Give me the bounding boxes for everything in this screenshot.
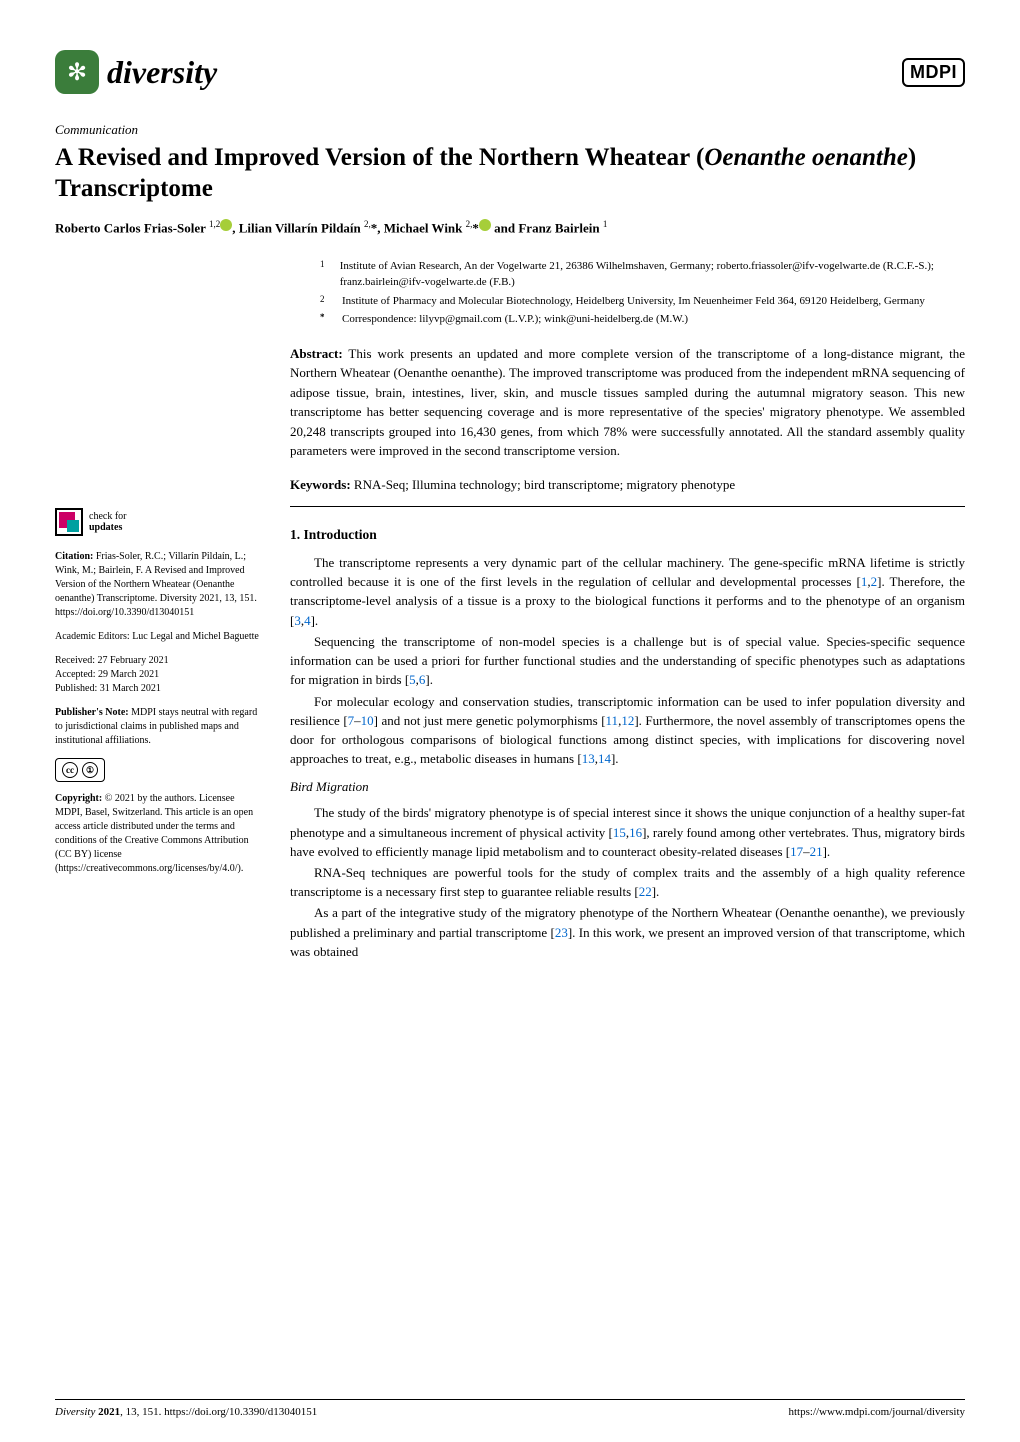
affil-text: Institute of Avian Research, An der Voge…	[340, 258, 965, 291]
ref-link[interactable]: 14	[598, 751, 611, 766]
pubnote-label: Publisher's Note:	[55, 707, 129, 718]
orcid-icon	[220, 219, 232, 231]
footer-left: Diversity 2021, 13, 151. https://doi.org…	[55, 1406, 317, 1418]
author-3-star: *	[472, 220, 479, 235]
affiliations: 1 Institute of Avian Research, An der Vo…	[320, 258, 965, 328]
body-paragraph: As a part of the integrative study of th…	[290, 903, 965, 961]
keywords: Keywords: RNA-Seq; Illumina technology; …	[290, 475, 965, 495]
footer-url[interactable]: https://www.mdpi.com/journal/diversity	[789, 1406, 966, 1418]
body-paragraph: The transcriptome represents a very dyna…	[290, 553, 965, 630]
check-updates-icon	[55, 508, 83, 536]
author-4-affil: 1	[603, 219, 608, 229]
footer-journal: Diversity	[55, 1406, 98, 1418]
affil-num: 1	[320, 258, 330, 291]
author-2: , Lilian Villarín Pildaín	[232, 220, 364, 235]
article-title: A Revised and Improved Version of the No…	[55, 142, 965, 205]
dates-block: Received: 27 February 2021 Accepted: 29 …	[55, 654, 260, 696]
affil-num: 2	[320, 293, 332, 310]
footer-year: 2021	[98, 1406, 120, 1418]
check-updates-badge[interactable]: check for updates	[55, 508, 260, 536]
title-species: Oenanthe oenanthe	[704, 144, 908, 171]
ref-link[interactable]: 22	[639, 884, 652, 899]
journal-name: diversity	[107, 54, 217, 91]
affil-text: Institute of Pharmacy and Molecular Biot…	[342, 293, 925, 310]
author-1: Roberto Carlos Frias-Soler	[55, 220, 209, 235]
copyright-block: Copyright: © 2021 by the authors. Licens…	[55, 792, 260, 876]
check-updates-line1: check for	[89, 511, 126, 522]
ref-link[interactable]: 11	[606, 713, 619, 728]
article-type: Communication	[55, 122, 965, 138]
check-updates-line2: updates	[89, 522, 122, 533]
journal-logo: ✻ diversity	[55, 50, 217, 94]
published-date: Published: 31 March 2021	[55, 683, 161, 694]
affil-text: Correspondence: lilyvp@gmail.com (L.V.P.…	[342, 311, 688, 328]
affil-num: *	[320, 311, 332, 328]
sidebar: check for updates Citation: Frias-Soler,…	[55, 258, 260, 963]
author-2-affil: 2,	[364, 219, 371, 229]
title-text-pre: A Revised and Improved Version of the No…	[55, 144, 704, 171]
header: ✻ diversity MDPI	[55, 50, 965, 94]
footer-citation: , 13, 151. https://doi.org/10.3390/d1304…	[120, 1406, 317, 1418]
ref-link[interactable]: 23	[555, 925, 568, 940]
ref-link[interactable]: 15	[613, 825, 626, 840]
section-heading-intro: 1. Introduction	[290, 525, 965, 545]
body-paragraph: RNA-Seq techniques are powerful tools fo…	[290, 863, 965, 901]
ref-link[interactable]: 13	[582, 751, 595, 766]
ref-link[interactable]: 16	[629, 825, 642, 840]
affiliation-row: 2 Institute of Pharmacy and Molecular Bi…	[320, 293, 965, 310]
body-paragraph: Sequencing the transcriptome of non-mode…	[290, 632, 965, 690]
body-paragraph: The study of the birds' migratory phenot…	[290, 803, 965, 861]
citation-label: Citation:	[55, 551, 93, 562]
citation-block: Citation: Frias-Soler, R.C.; Villarín Pi…	[55, 550, 260, 620]
page-footer: Diversity 2021, 13, 151. https://doi.org…	[55, 1399, 965, 1418]
divider	[290, 506, 965, 507]
by-icon: ①	[82, 762, 98, 778]
ref-link[interactable]: 21	[810, 844, 823, 859]
affiliation-row: * Correspondence: lilyvp@gmail.com (L.V.…	[320, 311, 965, 328]
author-2-star: *, Michael Wink	[371, 220, 466, 235]
copyright-text: © 2021 by the authors. Licensee MDPI, Ba…	[55, 793, 253, 874]
abstract-text: This work presents an updated and more c…	[290, 346, 965, 459]
journal-logo-icon: ✻	[55, 50, 99, 94]
accepted-date: Accepted: 29 March 2021	[55, 669, 159, 680]
ref-link[interactable]: 10	[361, 713, 374, 728]
received-date: Received: 27 February 2021	[55, 655, 169, 666]
keywords-label: Keywords:	[290, 477, 351, 492]
author-4: and Franz Bairlein	[491, 220, 603, 235]
orcid-icon	[479, 219, 491, 231]
keywords-text: RNA-Seq; Illumina technology; bird trans…	[351, 477, 736, 492]
abstract: Abstract: This work presents an updated …	[290, 344, 965, 461]
publisher-logo: MDPI	[902, 58, 965, 87]
ref-link[interactable]: 17	[790, 844, 803, 859]
main-content: 1 Institute of Avian Research, An der Vo…	[290, 258, 965, 963]
cc-icon: cc	[62, 762, 78, 778]
publishers-note: Publisher's Note: MDPI stays neutral wit…	[55, 706, 260, 748]
body-paragraph: For molecular ecology and conservation s…	[290, 692, 965, 769]
cc-license-badge: cc ①	[55, 758, 260, 782]
affiliation-row: 1 Institute of Avian Research, An der Vo…	[320, 258, 965, 291]
abstract-label: Abstract:	[290, 346, 343, 361]
check-updates-label: check for updates	[89, 511, 126, 533]
ref-link[interactable]: 12	[621, 713, 634, 728]
editors: Academic Editors: Luc Legal and Michel B…	[55, 630, 260, 644]
copyright-label: Copyright:	[55, 793, 102, 804]
author-1-affil: 1,2	[209, 219, 220, 229]
authors: Roberto Carlos Frias-Soler 1,2 , Lilian V…	[55, 219, 965, 236]
subsection-heading: Bird Migration	[290, 778, 965, 797]
